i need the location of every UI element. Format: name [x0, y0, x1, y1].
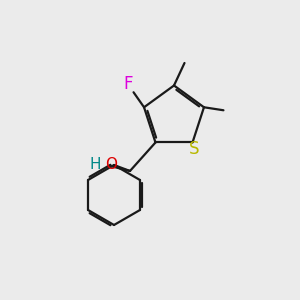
Text: F: F [123, 75, 133, 93]
Text: O: O [105, 158, 117, 172]
Text: S: S [189, 140, 199, 158]
Text: H: H [89, 158, 101, 172]
